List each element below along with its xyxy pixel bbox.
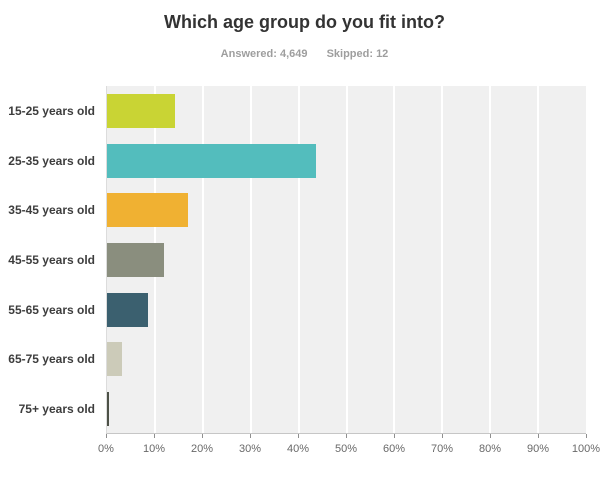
bar-chart: 15-25 years old 25-35 years old 35-45 year…	[0, 86, 609, 476]
gridline	[297, 86, 300, 433]
axis-tick	[202, 434, 203, 438]
bar	[107, 342, 123, 377]
axis-tick	[490, 434, 491, 438]
x-tick-label: 0%	[98, 443, 114, 455]
bar	[107, 243, 164, 278]
gridline	[249, 86, 252, 433]
gridline	[201, 86, 204, 433]
category-label: 15-25 years old	[8, 103, 95, 118]
x-tick-label: 90%	[526, 443, 550, 455]
bar-row	[107, 235, 586, 285]
bar	[107, 143, 316, 178]
gridline	[537, 86, 540, 433]
bar-row	[107, 285, 586, 335]
bar	[107, 93, 175, 128]
category-label: 65-75 years old	[8, 352, 95, 367]
axis-tick	[586, 434, 587, 438]
category-label: 75+ years old	[18, 402, 95, 417]
x-tick-label: 100%	[571, 443, 601, 455]
chart-subtitle: Answered: 4,649 Skipped: 12	[0, 48, 609, 60]
bar-row	[107, 185, 586, 235]
category-label: 45-55 years old	[8, 253, 95, 268]
axis-tick	[250, 434, 251, 438]
category-label: 25-35 years old	[8, 153, 95, 168]
axis-tick	[442, 434, 443, 438]
category-labels: 15-25 years old 25-35 years old 35-45 year…	[0, 86, 106, 434]
x-tick-label: 20%	[190, 443, 214, 455]
bars-container	[107, 86, 586, 434]
bar-row	[107, 136, 586, 186]
x-tick-label: 50%	[334, 443, 358, 455]
bar	[107, 193, 189, 228]
chart-title: Which age group do you fit into?	[164, 12, 445, 32]
skipped-count: Skipped: 12	[326, 48, 389, 60]
gridline	[345, 86, 348, 433]
gridline	[489, 86, 492, 433]
x-tick-label: 30%	[238, 443, 262, 455]
bar-row	[107, 335, 586, 385]
x-axis: 0% 10% 20% 30% 40% 50% 60% 70% 80% 90% 100%	[98, 434, 600, 464]
bar-row	[107, 86, 586, 136]
x-tick-label: 60%	[382, 443, 406, 455]
bar	[107, 392, 109, 427]
axis-tick	[538, 434, 539, 438]
bar-row	[107, 384, 586, 434]
category-label: 35-45 years old	[8, 203, 95, 218]
bar	[107, 292, 148, 327]
axis-tick	[346, 434, 347, 438]
axis-tick	[298, 434, 299, 438]
answered-count: Answered: 4,649	[220, 48, 308, 60]
axis-tick	[394, 434, 395, 438]
x-tick-label: 80%	[478, 443, 502, 455]
x-tick-label: 40%	[286, 443, 310, 455]
axis-tick	[154, 434, 155, 438]
category-label: 55-65 years old	[8, 302, 95, 317]
x-tick-label: 70%	[430, 443, 454, 455]
gridline	[441, 86, 444, 433]
axis-tick	[106, 434, 107, 438]
x-tick-label: 10%	[142, 443, 166, 455]
gridline	[393, 86, 396, 433]
